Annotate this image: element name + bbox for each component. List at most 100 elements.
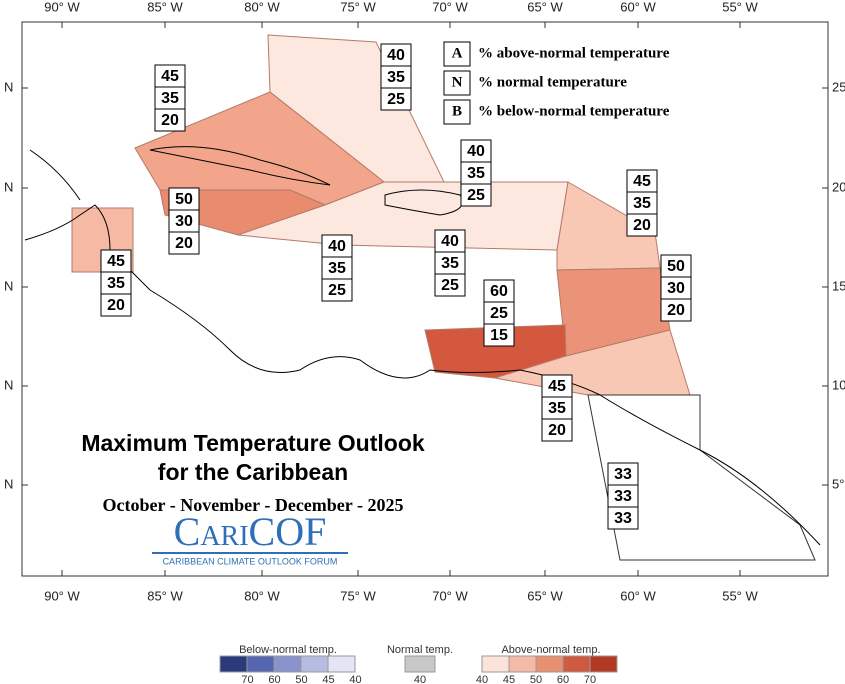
probability-box: 45 35 20 bbox=[626, 169, 658, 237]
logo: CariCOF bbox=[174, 509, 327, 554]
longitude-label: 70° W bbox=[432, 0, 468, 14]
probability-value: 33 bbox=[614, 488, 632, 505]
colorbar-swatch bbox=[508, 655, 537, 673]
colorbar-swatch bbox=[562, 655, 591, 673]
colorbar-tick: 40 bbox=[476, 674, 488, 684]
colorbar-tick: 60 bbox=[557, 674, 569, 684]
colorbar-swatch bbox=[273, 655, 302, 673]
probability-box: 40 35 25 bbox=[321, 234, 353, 302]
probability-value: 25 bbox=[441, 277, 459, 294]
longitude-label: 80° W bbox=[244, 588, 280, 603]
colorbar-swatch bbox=[300, 655, 329, 673]
latitude-label: 20 bbox=[832, 179, 845, 194]
probability-value: 45 bbox=[633, 173, 651, 190]
colorbar-tick: 40 bbox=[349, 674, 361, 684]
probability-value: 20 bbox=[175, 235, 193, 252]
probability-value: 40 bbox=[467, 143, 485, 160]
longitude-label: 55° W bbox=[722, 0, 758, 14]
probability-value: 35 bbox=[467, 165, 485, 182]
probability-value: 15 bbox=[490, 327, 508, 344]
latitude-label: 10 bbox=[832, 377, 845, 392]
probability-cell bbox=[626, 213, 658, 237]
colorbar-swatch bbox=[246, 655, 275, 673]
longitude-label: 70° W bbox=[432, 588, 468, 603]
probability-value: 45 bbox=[107, 253, 125, 270]
colorbar-title: Normal temp. bbox=[387, 644, 453, 656]
probability-box: 45 35 20 bbox=[154, 64, 186, 132]
colorbar-title: Above-normal temp. bbox=[501, 644, 600, 656]
colorbar-tick: 70 bbox=[241, 674, 253, 684]
colorbar-swatch bbox=[327, 655, 356, 673]
longitude-label: 55° W bbox=[722, 588, 758, 603]
probability-value: 35 bbox=[387, 69, 405, 86]
colorbar-swatch bbox=[219, 655, 248, 673]
latitude-label: 5° bbox=[832, 476, 844, 491]
title: for the Caribbean bbox=[158, 459, 348, 485]
colorbar-tick: 45 bbox=[503, 674, 515, 684]
colorbar-title: Below-normal temp. bbox=[239, 644, 337, 656]
coastline bbox=[149, 146, 331, 186]
longitude-label: 60° W bbox=[620, 0, 656, 14]
longitude-label: 85° W bbox=[147, 0, 183, 14]
probability-box: 50 30 20 bbox=[168, 187, 200, 255]
colorbar-swatch bbox=[535, 655, 564, 673]
probability-value: 20 bbox=[548, 422, 566, 439]
probability-box: 40 35 25 bbox=[380, 43, 412, 111]
latitude-label: N bbox=[4, 278, 13, 293]
colorbar-tick: 40 bbox=[414, 674, 426, 684]
longitude-label: 80° W bbox=[244, 0, 280, 14]
probability-value: 45 bbox=[161, 68, 179, 85]
probability-value: 35 bbox=[441, 255, 459, 272]
key-letter: A bbox=[452, 45, 463, 61]
longitude-label: 65° W bbox=[527, 588, 563, 603]
probability-value: 45 bbox=[548, 378, 566, 395]
probability-cell bbox=[541, 418, 573, 442]
probability-cell bbox=[380, 87, 412, 111]
key-box bbox=[443, 70, 471, 96]
probability-value: 60 bbox=[490, 283, 508, 300]
probability-value: 35 bbox=[633, 195, 651, 212]
probability-cell bbox=[460, 183, 492, 207]
probability-value: 40 bbox=[387, 47, 405, 64]
probability-cell bbox=[483, 323, 515, 347]
probability-cell bbox=[154, 108, 186, 132]
key-letter: N bbox=[452, 74, 463, 90]
latitude-label: N bbox=[4, 476, 13, 491]
map-frame bbox=[21, 21, 829, 577]
probability-value: 25 bbox=[387, 91, 405, 108]
key-box bbox=[443, 99, 471, 125]
longitude-label: 75° W bbox=[340, 0, 376, 14]
longitude-label: 85° W bbox=[147, 588, 183, 603]
probability-value: 20 bbox=[633, 217, 651, 234]
probability-value: 25 bbox=[467, 187, 485, 204]
probability-cell bbox=[100, 293, 132, 317]
period: October - November - December - 2025 bbox=[103, 495, 404, 515]
coastline bbox=[384, 189, 463, 216]
probability-value: 35 bbox=[161, 90, 179, 107]
colorbar-tick: 50 bbox=[295, 674, 307, 684]
latitude-label: 15 bbox=[832, 278, 845, 293]
probability-value: 33 bbox=[614, 466, 632, 483]
probability-value: 30 bbox=[175, 213, 193, 230]
probability-value: 50 bbox=[175, 191, 193, 208]
longitude-label: 60° W bbox=[620, 588, 656, 603]
longitude-label: 90° W bbox=[44, 0, 80, 14]
longitude-label: 90° W bbox=[44, 588, 80, 603]
probability-value: 20 bbox=[667, 302, 685, 319]
legend-key: A % above-normal temperature N % normal tem… bbox=[443, 41, 670, 125]
key-text: % normal temperature bbox=[478, 74, 627, 90]
probability-box: 45 35 20 bbox=[541, 374, 573, 442]
probability-value: 20 bbox=[107, 297, 125, 314]
colorbar-swatch bbox=[481, 655, 510, 673]
probability-value: 35 bbox=[548, 400, 566, 417]
colorbar-tick: 45 bbox=[322, 674, 334, 684]
key-box bbox=[443, 41, 471, 67]
key-letter: B bbox=[452, 103, 462, 119]
probability-value: 33 bbox=[614, 510, 632, 527]
probability-value: 35 bbox=[328, 260, 346, 277]
probability-value: 20 bbox=[161, 112, 179, 129]
probability-value: 50 bbox=[667, 258, 685, 275]
probability-value: 25 bbox=[328, 282, 346, 299]
title: Maximum Temperature Outlook bbox=[81, 430, 425, 456]
